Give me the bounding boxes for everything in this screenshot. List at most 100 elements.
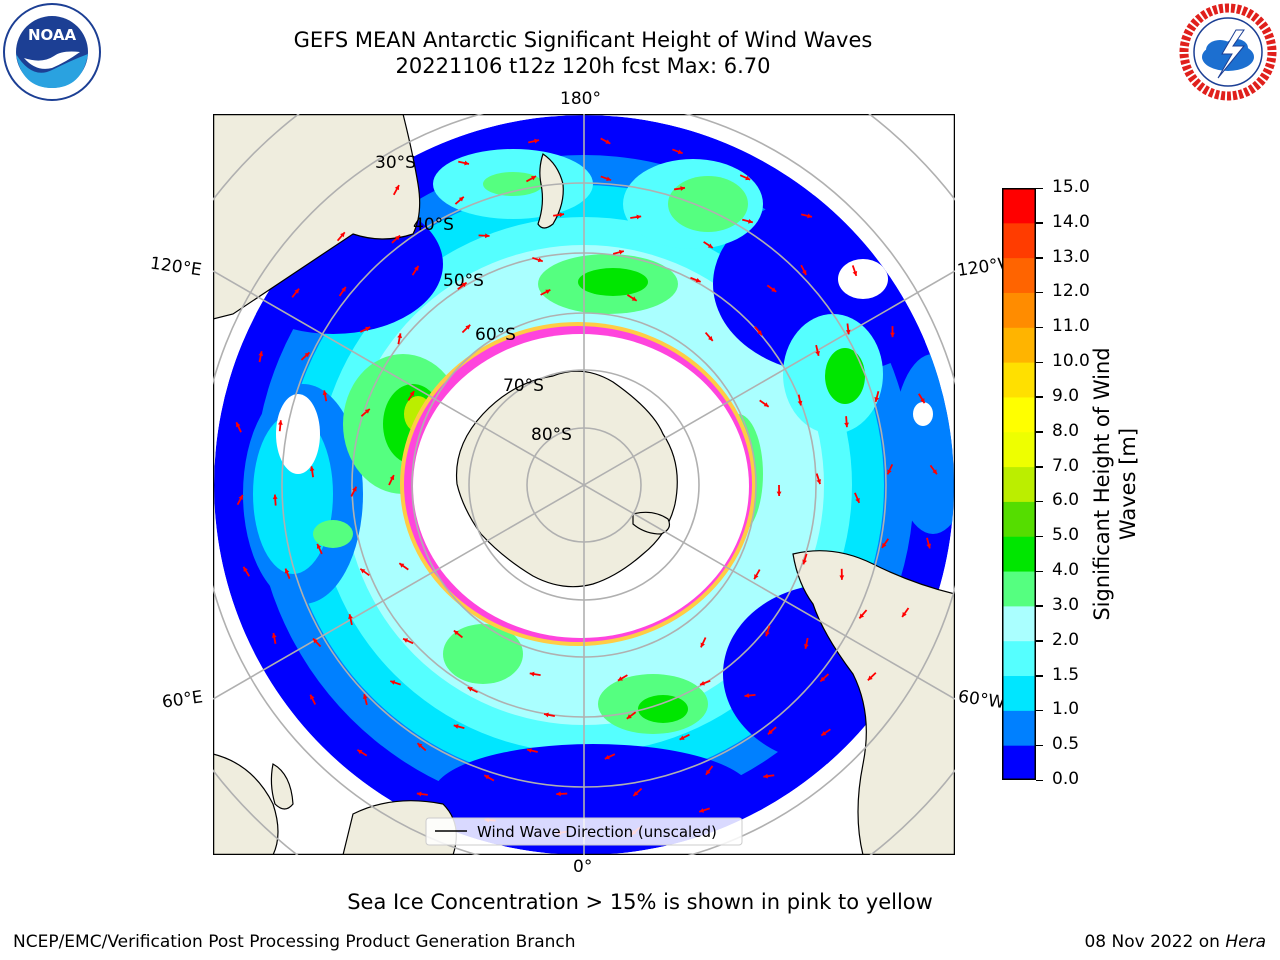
- colorbar-tick-mark: [1036, 500, 1043, 503]
- colorbar-tick-label: 1.5: [1052, 664, 1080, 685]
- wave-arrow-head: [747, 218, 753, 224]
- colorbar-tick-label: 13.0: [1052, 246, 1090, 267]
- colorbar-swatch: [1002, 222, 1036, 259]
- wave-arrow-head: [348, 614, 353, 619]
- antarctica: [455, 370, 678, 588]
- wave-arrow-head: [527, 748, 532, 753]
- colorbar-swatch: [1002, 640, 1036, 677]
- wave-arrow-head: [677, 149, 683, 155]
- land: [213, 114, 955, 855]
- wave-arrow-head: [821, 731, 827, 736]
- wave-arrow-head: [855, 497, 860, 503]
- wave-arrow-head: [887, 469, 892, 475]
- colorbar-swatch: [1002, 292, 1036, 328]
- lon-label-180: 180°: [560, 89, 601, 109]
- colorbar-swatch: [1002, 501, 1036, 537]
- wave-arrow-head: [700, 642, 705, 648]
- colorbar-tick-mark: [1036, 466, 1043, 468]
- wave-arrow-head: [815, 350, 820, 356]
- colorbar-swatch: [1002, 327, 1036, 363]
- wave-arrow-head: [531, 176, 537, 181]
- colorbar-tick-mark: [1036, 709, 1043, 712]
- wave-arrow-head: [352, 486, 357, 492]
- wave-arrow-head: [464, 160, 470, 166]
- polar-map: 30°S 40°S 50°S 60°S 70°S 80°S Wind Wave …: [213, 114, 955, 855]
- lon-label-60e: 60°E: [160, 687, 205, 713]
- noaa-logo: NOAA: [3, 3, 101, 101]
- wave-arrow-head: [340, 232, 345, 238]
- wave-arrow-head: [537, 257, 543, 263]
- wave-arrow-head: [867, 675, 873, 681]
- noaa-logo-text: NOAA: [28, 26, 77, 44]
- colorbar-label: Significant Height of Wind Waves [m]: [1089, 284, 1141, 684]
- wave-arrow-head: [284, 568, 290, 574]
- wave-arrow-head: [272, 494, 278, 500]
- wave-arrow-head: [389, 475, 395, 481]
- colorbar-tick-label: 14.0: [1052, 211, 1090, 232]
- colorbar-swatch: [1002, 571, 1036, 607]
- colorbar-swatch: [1002, 745, 1036, 780]
- colorbar-swatch: [1002, 257, 1036, 293]
- wave-arrow-head: [534, 138, 540, 144]
- footer-credit: NCEP/EMC/Verification Post Processing Pr…: [13, 932, 576, 952]
- colorbar-swatch: [1002, 431, 1036, 468]
- wave-arrow-head: [453, 630, 459, 636]
- wave-arrow-head: [309, 466, 315, 472]
- wave-arrow-head: [636, 214, 642, 220]
- lat-label-30s: 30°S: [375, 153, 416, 173]
- wave-arrow-head: [465, 324, 471, 330]
- wave-arrow-head: [763, 402, 769, 407]
- colorbar-tick-label: 9.0: [1052, 385, 1080, 406]
- wave-arrow-head: [633, 791, 639, 796]
- colorbar-label-line1: Significant Height of Wind: [1090, 347, 1114, 621]
- lat-label-40s: 40°S: [413, 215, 454, 235]
- wave-arrow-head: [699, 680, 705, 686]
- footer-date-text: 08 Nov 2022 on: [1084, 932, 1220, 952]
- sea-ice-note: Sea Ice Concentration > 15% is shown in …: [347, 890, 933, 914]
- colorbar-tick-label: 11.0: [1052, 316, 1090, 337]
- wave-arrow-head: [414, 265, 419, 271]
- wave-arrow-head: [605, 139, 611, 144]
- wave-arrow-head: [765, 631, 770, 637]
- wave-arrow-head: [695, 277, 701, 283]
- legend-label: Wind Wave Direction (unscaled): [477, 823, 717, 841]
- wave-arrow-head: [403, 638, 409, 643]
- nws-logo: [1179, 3, 1277, 101]
- wave-arrow-head: [278, 420, 283, 425]
- lat-label-50s: 50°S: [443, 271, 484, 291]
- wave-arrow-head: [416, 791, 422, 797]
- wave-arrow-head: [839, 575, 845, 580]
- wave-arrow-head: [236, 422, 241, 428]
- colorbar-tick-mark: [1036, 187, 1043, 189]
- wave-arrow-head: [362, 694, 368, 700]
- wave-arrow-head: [544, 712, 549, 718]
- colorbar-tick-label: 1.0: [1052, 699, 1080, 720]
- lon-label-120e: 120°E: [148, 253, 203, 281]
- wave-arrow-head: [802, 559, 807, 565]
- colorbar-tick-mark: [1036, 396, 1043, 398]
- wave-arrow-head: [757, 330, 762, 336]
- wave-arrow-head: [243, 566, 248, 572]
- wave-arrow-head: [754, 574, 759, 580]
- wave-arrow-head: [707, 243, 713, 248]
- colorbar-tick-mark: [1036, 570, 1043, 573]
- colorbar-tick-mark: [1036, 744, 1043, 747]
- colorbar-swatch: [1002, 466, 1036, 502]
- colorbar-tick-label: 3.0: [1052, 594, 1080, 615]
- new-zealand: [537, 153, 564, 229]
- wave-arrow-head: [618, 249, 624, 255]
- australia: [213, 114, 421, 320]
- colorbar-tick-mark: [1036, 431, 1043, 433]
- wave-arrow-head: [484, 775, 490, 780]
- wave-arrow-head: [395, 235, 401, 241]
- wave-arrow-head: [390, 680, 396, 685]
- africa: [213, 753, 279, 855]
- wave-arrow-head: [859, 613, 865, 619]
- wave-arrow-head: [312, 638, 318, 644]
- wave-arrow-head: [461, 282, 467, 288]
- colorbar-tick-label: 7.0: [1052, 455, 1080, 476]
- lat-label-80s: 80°S: [531, 425, 572, 445]
- colorbar-tick-mark: [1036, 779, 1043, 781]
- colorbar-tick-mark: [1036, 291, 1043, 294]
- wave-arrow-head: [394, 185, 400, 191]
